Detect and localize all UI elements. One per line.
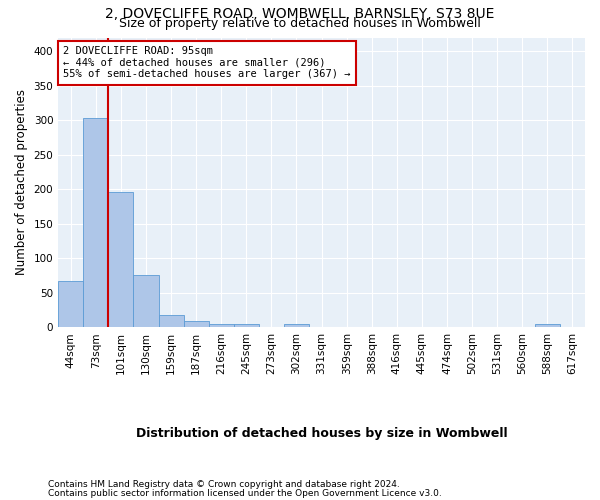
Bar [284,324,309,327]
Text: Contains HM Land Registry data © Crown copyright and database right 2024.: Contains HM Land Registry data © Crown c… [48,480,400,489]
Bar [133,276,158,327]
Y-axis label: Number of detached properties: Number of detached properties [15,90,28,276]
Bar [58,281,83,327]
Bar [234,324,259,327]
X-axis label: Distribution of detached houses by size in Wombwell: Distribution of detached houses by size … [136,427,508,440]
Text: 2, DOVECLIFFE ROAD, WOMBWELL, BARNSLEY, S73 8UE: 2, DOVECLIFFE ROAD, WOMBWELL, BARNSLEY, … [106,8,494,22]
Bar [109,192,133,327]
Bar [83,118,109,327]
Text: 2 DOVECLIFFE ROAD: 95sqm
← 44% of detached houses are smaller (296)
55% of semi-: 2 DOVECLIFFE ROAD: 95sqm ← 44% of detach… [64,46,351,80]
Bar [535,324,560,327]
Bar [158,315,184,327]
Bar [184,321,209,327]
Text: Size of property relative to detached houses in Wombwell: Size of property relative to detached ho… [119,18,481,30]
Bar [209,324,234,327]
Text: Contains public sector information licensed under the Open Government Licence v3: Contains public sector information licen… [48,488,442,498]
